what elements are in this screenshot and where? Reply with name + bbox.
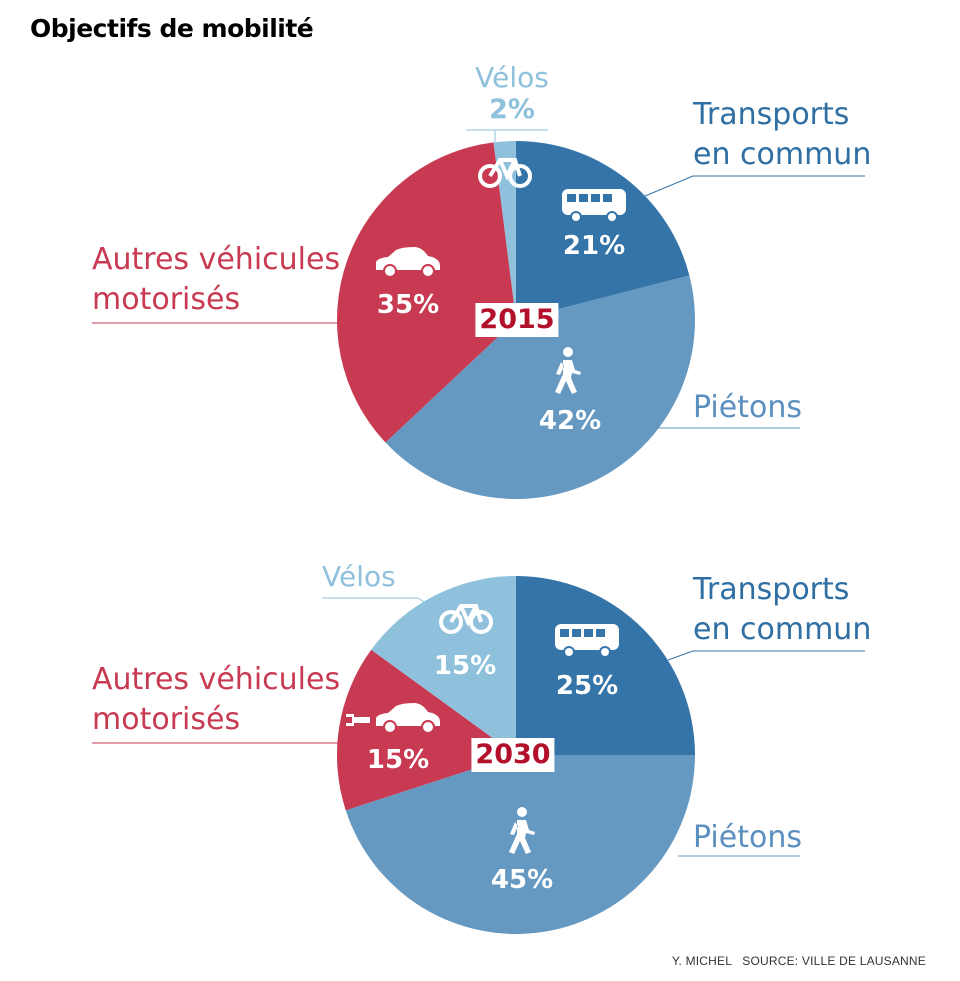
leader-velos-2030 xyxy=(322,597,431,607)
label-line: Autres véhicules xyxy=(92,242,341,277)
label-line: Autres véhicules xyxy=(92,662,341,697)
pct-velos-2030: 15% xyxy=(433,651,497,681)
label-velos-2030: Vélos xyxy=(322,560,396,593)
pie-slice-autres xyxy=(336,142,516,443)
pct-autres-2015: 35% xyxy=(376,290,440,320)
pie-slice-pietons xyxy=(345,755,695,934)
label-line: Transports xyxy=(693,97,850,132)
pie-slice-velos xyxy=(493,141,516,320)
pie-slice-pietons xyxy=(385,275,695,499)
leader-transports-2030 xyxy=(667,650,865,661)
leader-transports-2015 xyxy=(644,175,865,197)
label-transports-2030: Transports en commun xyxy=(693,570,871,650)
plug-icon xyxy=(346,714,370,726)
label-line: motorisés xyxy=(92,282,241,317)
label-line: Transports xyxy=(693,572,850,607)
pie-slice-transports xyxy=(516,576,695,755)
label-velos-2015: Vélos xyxy=(475,61,549,94)
pct-autres-2030: 15% xyxy=(366,745,430,775)
pct-velos-2015: 2% xyxy=(489,94,535,125)
label-pietons-2030: Piétons xyxy=(693,820,802,855)
label-line: en commun xyxy=(693,137,872,172)
label-line: motorisés xyxy=(92,702,241,737)
label-autres-2015: Autres véhicules motorisés xyxy=(92,240,340,320)
pct-pietons-2030: 45% xyxy=(490,865,554,895)
leader-lines xyxy=(92,129,865,857)
pct-transports-2030: 25% xyxy=(555,671,619,701)
pct-transports-2015: 21% xyxy=(562,231,626,261)
label-pietons-2015: Piétons xyxy=(693,390,802,425)
pie-slice-transports xyxy=(516,141,690,320)
label-line: en commun xyxy=(693,612,872,647)
year-label-2015: 2015 xyxy=(475,303,559,337)
pct-pietons-2015: 42% xyxy=(538,406,602,436)
pie-2015 xyxy=(336,141,695,499)
chart-title: Objectifs de mobilité xyxy=(30,14,314,43)
credit-source: Y. MICHEL SOURCE: VILLE DE LAUSANNE xyxy=(671,954,926,968)
year-label-2030: 2030 xyxy=(471,738,555,772)
label-transports-2015: Transports en commun xyxy=(693,95,871,175)
label-autres-2030: Autres véhicules motorisés xyxy=(92,660,340,740)
